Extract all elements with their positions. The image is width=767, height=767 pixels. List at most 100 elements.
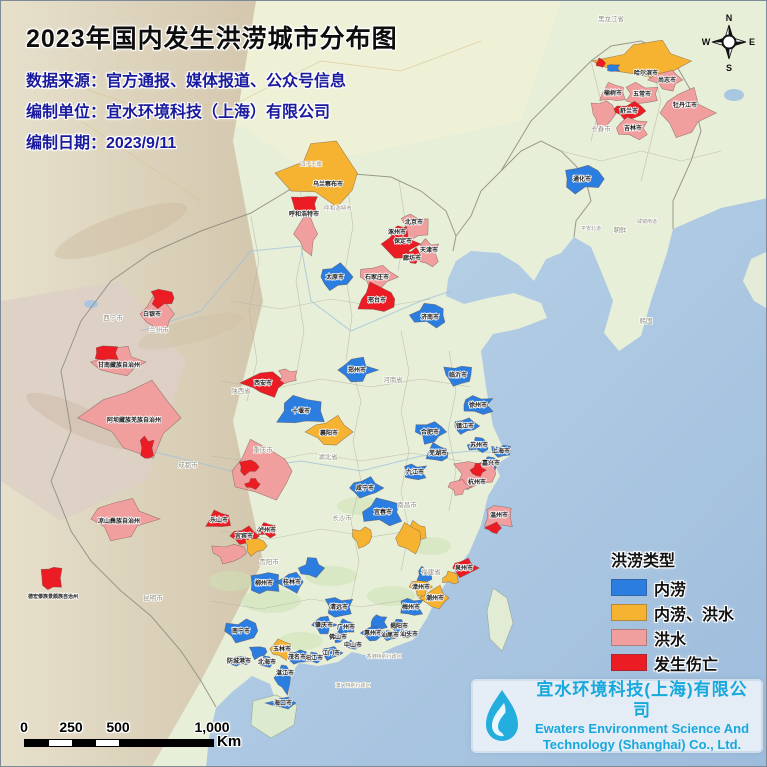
city-label-牡丹江市: 牡丹江市 (673, 101, 697, 109)
flood-region (416, 565, 433, 582)
ridge (26, 392, 136, 450)
flood-region-广州市 (336, 618, 355, 634)
flood-region-咸宁市 (349, 476, 385, 499)
legend-item-nl: 内涝 (611, 579, 734, 599)
legend-swatch-nlhs (611, 604, 647, 621)
basemap-label-黑龙江省: 黑龙江省 (598, 14, 625, 23)
basemap-label-韩国: 韩国 (640, 316, 653, 325)
basemap-label-南昌市: 南昌市 (397, 500, 417, 509)
city-label-天津市: 天津市 (420, 246, 438, 254)
city-label-潮州市: 潮州市 (426, 594, 444, 602)
scale-bar: 0 250 500 1,000 Km (17, 719, 257, 753)
flood-region-济南市 (408, 302, 446, 329)
compass-rose: N W E S (702, 13, 755, 73)
title-block: 2023年国内发生洪涝城市分布图 数据来源：官方通报、媒体报道、公众号信息 编制… (26, 19, 398, 160)
flood-region-榆树市 (599, 82, 626, 101)
city-label-柳州市: 柳州市 (255, 579, 273, 587)
water-drop-icon (486, 690, 518, 741)
basemap-label-福建省: 福建省 (421, 567, 441, 576)
flood-region-中山市 (347, 639, 359, 650)
legend-item-hs: 洪水 (611, 629, 734, 649)
compass-n: N (726, 13, 733, 23)
lake-qinghai (84, 300, 98, 308)
city-label-南宁市: 南宁市 (232, 627, 250, 635)
legend-label-nlhs: 内涝、洪水 (654, 606, 735, 624)
basemap-label-呼和浩特市: 呼和浩特市 (324, 204, 352, 212)
city-label-揭阳市: 揭阳市 (390, 622, 408, 630)
legend-label-hs: 洪水 (654, 631, 687, 649)
city-label-惠州市: 惠州市 (364, 629, 382, 637)
flood-region (243, 478, 261, 490)
flood-region-呼和浩特市 (290, 196, 318, 214)
city-label-襄阳市: 襄阳市 (319, 429, 338, 437)
flood-region-乌兰察布市 (274, 140, 358, 208)
compass-s: S (726, 63, 732, 73)
city-label-茂名市: 茂名市 (288, 653, 306, 661)
city-label-邢台市: 邢台市 (367, 296, 386, 304)
north-roads (60, 40, 482, 202)
basemap-label-平安北道: 平安北道 (581, 225, 601, 232)
basemap-label-贵阳市: 贵阳市 (259, 557, 279, 566)
legend-swatch-hs (611, 629, 647, 646)
rivers (140, 245, 502, 472)
flood-region-梅州市 (400, 597, 424, 616)
city-label-阳江市: 阳江市 (305, 654, 323, 662)
flood-region (352, 526, 373, 549)
legend-title: 洪涝类型 (611, 553, 676, 570)
flood-region-九江市 (404, 463, 428, 481)
city-label-济南市: 济南市 (421, 313, 439, 321)
flood-region-徐州市 (463, 395, 494, 415)
legend-rows: 内涝内涝、洪水洪水发生伤亡 (611, 579, 735, 674)
city-label-北京市: 北京市 (405, 218, 423, 226)
city-label-甘南藏族自治州: 甘南藏族自治州 (98, 361, 140, 369)
basemap-label-湖北省: 湖北省 (318, 452, 338, 461)
flood-region-汕尾市 (380, 630, 399, 642)
flood-region-通化市 (565, 164, 605, 195)
city-label-尚志市: 尚志市 (658, 76, 676, 84)
basemap-label-兰州市: 兰州市 (149, 325, 169, 334)
flood-region (278, 368, 298, 384)
city-label-广州市: 广州市 (337, 623, 355, 631)
city-label-德宏傣族景颇族自治州: 德宏傣族景颇族自治州 (27, 593, 78, 600)
city-label-白银市: 白银市 (143, 310, 161, 318)
flood-region-太原市 (320, 262, 354, 292)
basemap-label-长沙市: 长沙市 (332, 513, 352, 522)
flood-region (595, 57, 606, 68)
city-label-吉林市: 吉林市 (624, 124, 642, 132)
city-label-北海市: 北海市 (258, 658, 276, 666)
basemap-label-河南省: 河南省 (383, 375, 403, 384)
flood-region (238, 459, 260, 477)
flood-region-天津市 (419, 238, 440, 268)
basemap-label-香港特别行政区: 香港特别行政区 (366, 653, 401, 660)
flood-region-温州市 (484, 505, 513, 529)
compass-star (711, 24, 747, 60)
basemap-label-咸镜南道: 咸镜南道 (637, 218, 657, 225)
flood-region (139, 435, 155, 459)
flood-region-十堰市 (276, 394, 325, 424)
page-title: 2023年国内发生洪涝城市分布图 (26, 25, 398, 53)
scale-tick-0: 0 (20, 719, 28, 735)
city-label-海口市: 海口市 (274, 699, 292, 707)
date-line: 编制日期：2023/9/11 (26, 135, 177, 152)
flood-region-甘南藏族自治州 (89, 345, 147, 377)
legend-label-sw: 发生伤亡 (654, 656, 719, 674)
city-label-汕头市: 汕头市 (400, 630, 418, 638)
flood-region-德宏傣族景颇族自治州 (40, 566, 63, 591)
scale-bar-strip (24, 739, 214, 747)
basemap-label-西宁市: 西宁市 (103, 313, 123, 322)
city-label-九江市: 九江市 (405, 468, 424, 476)
city-label-芜湖市: 芜湖市 (429, 449, 447, 457)
city-label-哈尔滨市: 哈尔滨市 (634, 69, 658, 77)
flood-region-牡丹江市 (659, 86, 718, 138)
basemap-label-澳门特别行政区: 澳门特别行政区 (335, 682, 370, 689)
basemap-label-陕西省: 陕西省 (231, 386, 251, 395)
city-label-郑州市: 郑州市 (348, 366, 366, 374)
flood-region-肇庆市 (311, 615, 339, 635)
flood-region (370, 614, 388, 630)
flood-region (244, 538, 268, 557)
scale-tick-1,000: 1,000 (194, 719, 230, 735)
ridge (137, 312, 245, 350)
city-label-桂林市: 桂林市 (282, 578, 301, 586)
flood-region-郑州市 (337, 356, 380, 383)
flood-region-上海市 (491, 444, 511, 458)
